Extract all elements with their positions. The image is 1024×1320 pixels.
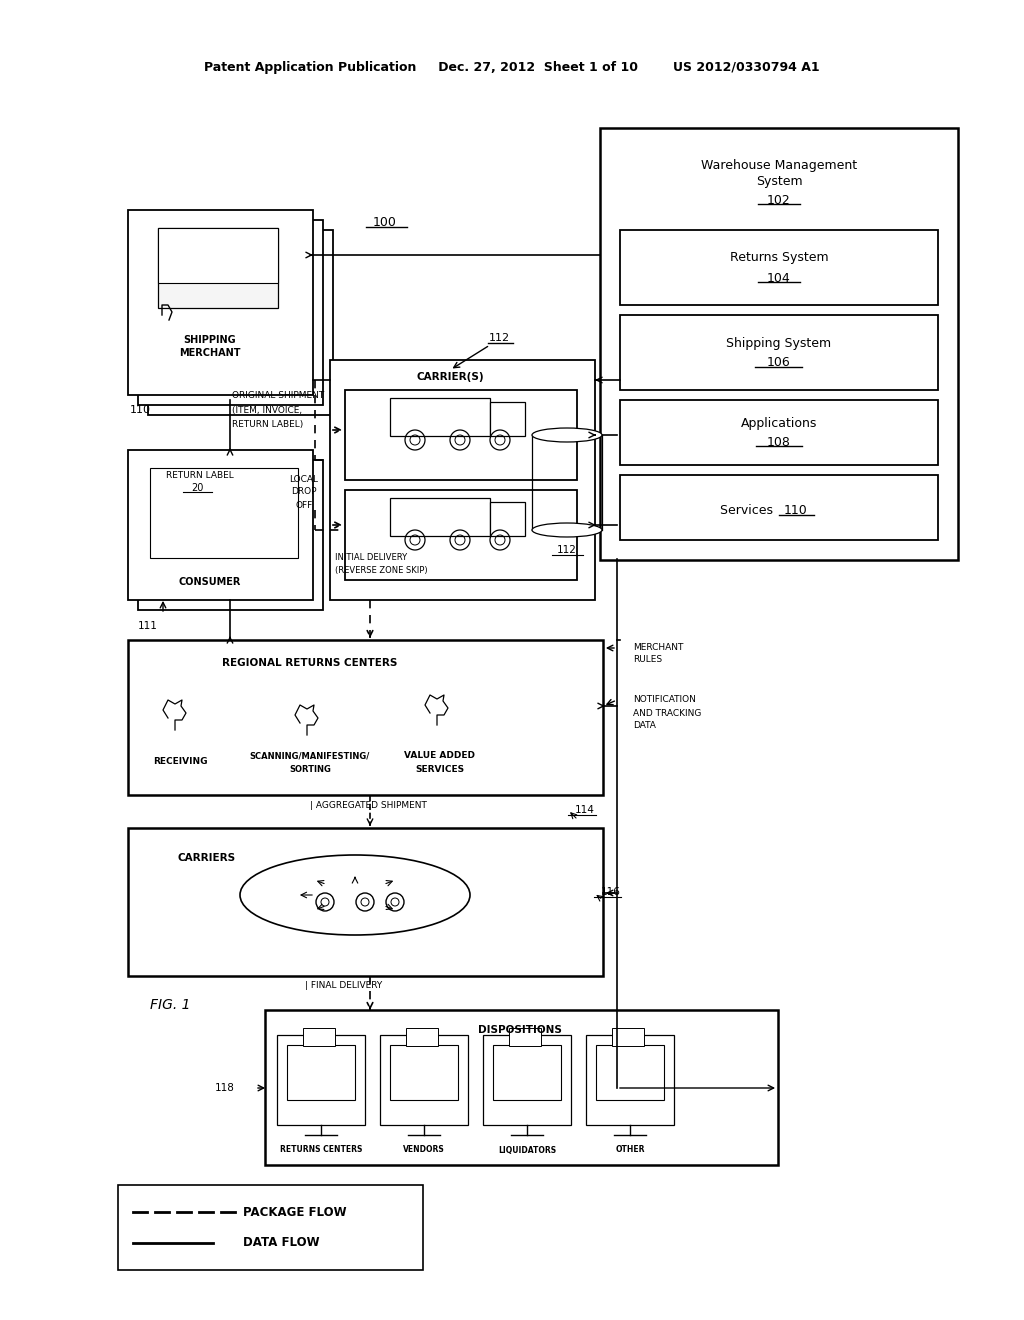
Text: LOCAL: LOCAL: [290, 474, 318, 483]
Text: AND TRACKING: AND TRACKING: [633, 709, 701, 718]
Text: 116: 116: [601, 887, 621, 898]
Text: SCANNING/MANIFESTING/: SCANNING/MANIFESTING/: [250, 751, 370, 760]
Text: Shipping System: Shipping System: [726, 337, 831, 350]
Bar: [620, 475, 938, 540]
Text: 108: 108: [767, 436, 791, 449]
Text: 110: 110: [784, 503, 808, 516]
Text: CARRIER(S): CARRIER(S): [416, 372, 483, 381]
Text: 20: 20: [190, 483, 203, 492]
Bar: [612, 1028, 644, 1045]
Text: PACKAGE FLOW: PACKAGE FLOW: [243, 1205, 347, 1218]
Text: DISPOSITIONS: DISPOSITIONS: [478, 1026, 562, 1035]
Bar: [150, 469, 298, 558]
Bar: [490, 502, 525, 536]
Text: Applications: Applications: [740, 417, 817, 430]
Bar: [287, 1045, 355, 1100]
Bar: [493, 1045, 561, 1100]
Text: System: System: [756, 176, 803, 189]
Bar: [406, 1028, 438, 1045]
Text: LIQUIDATORS: LIQUIDATORS: [498, 1146, 556, 1155]
Bar: [158, 228, 278, 308]
Text: Warehouse Management: Warehouse Management: [701, 158, 857, 172]
Text: DATA FLOW: DATA FLOW: [243, 1237, 319, 1250]
Text: Patent Application Publication     Dec. 27, 2012  Sheet 1 of 10        US 2012/0: Patent Application Publication Dec. 27, …: [204, 62, 820, 74]
Bar: [483, 1035, 571, 1125]
Bar: [380, 1035, 468, 1125]
Text: 102: 102: [767, 194, 791, 206]
Ellipse shape: [240, 855, 470, 935]
Text: ORIGINAL SHIPMENT: ORIGINAL SHIPMENT: [232, 391, 325, 400]
Text: FIG. 1: FIG. 1: [150, 998, 190, 1012]
Text: SHIPPING: SHIPPING: [183, 335, 237, 345]
Text: 118: 118: [215, 1082, 234, 1093]
Bar: [278, 1035, 365, 1125]
Bar: [128, 640, 603, 795]
Bar: [345, 490, 577, 579]
Text: SORTING: SORTING: [289, 766, 331, 775]
Text: 112: 112: [557, 545, 577, 554]
Bar: [490, 403, 525, 436]
Text: 111: 111: [138, 620, 158, 631]
Text: Services: Services: [721, 503, 777, 516]
Text: Returns System: Returns System: [730, 252, 828, 264]
Text: | FINAL DELIVERY: | FINAL DELIVERY: [305, 981, 382, 990]
Text: DATA: DATA: [633, 722, 656, 730]
Bar: [390, 1045, 458, 1100]
Ellipse shape: [532, 428, 602, 442]
Bar: [128, 210, 313, 395]
Bar: [509, 1028, 541, 1045]
Text: REGIONAL RETURNS CENTERS: REGIONAL RETURNS CENTERS: [222, 657, 397, 668]
Text: RETURNS CENTERS: RETURNS CENTERS: [280, 1146, 362, 1155]
Bar: [390, 399, 490, 436]
Bar: [138, 220, 323, 405]
Text: 112: 112: [488, 333, 510, 343]
Bar: [148, 230, 333, 414]
Bar: [345, 389, 577, 480]
Text: SERVICES: SERVICES: [416, 766, 465, 775]
Text: 106: 106: [767, 356, 791, 370]
Bar: [596, 1045, 664, 1100]
Text: 104: 104: [767, 272, 791, 285]
Text: | AGGREGATED SHIPMENT: | AGGREGATED SHIPMENT: [310, 800, 427, 809]
Bar: [620, 315, 938, 389]
Text: OTHER: OTHER: [615, 1146, 645, 1155]
Bar: [586, 1035, 674, 1125]
Text: NOTIFICATION: NOTIFICATION: [633, 696, 696, 705]
Text: RETURN LABEL: RETURN LABEL: [166, 470, 233, 479]
Text: INITIAL DELIVERY: INITIAL DELIVERY: [335, 553, 408, 562]
Text: VENDORS: VENDORS: [403, 1146, 444, 1155]
Bar: [330, 360, 595, 601]
Bar: [620, 230, 938, 305]
Bar: [128, 828, 603, 975]
Bar: [620, 400, 938, 465]
Text: RULES: RULES: [633, 656, 663, 664]
Text: (REVERSE ZONE SKIP): (REVERSE ZONE SKIP): [335, 565, 428, 574]
Text: 100: 100: [373, 215, 397, 228]
Bar: [158, 228, 278, 282]
Text: CARRIERS: CARRIERS: [178, 853, 237, 863]
Ellipse shape: [532, 523, 602, 537]
Text: CONSUMER: CONSUMER: [179, 577, 242, 587]
Bar: [128, 450, 313, 601]
Text: (ITEM, INVOICE,: (ITEM, INVOICE,: [232, 405, 302, 414]
Text: 110: 110: [129, 405, 151, 414]
Bar: [138, 459, 323, 610]
Bar: [265, 1010, 778, 1166]
Text: RETURN LABEL): RETURN LABEL): [232, 421, 303, 429]
Text: 114: 114: [575, 805, 595, 814]
Bar: [390, 498, 490, 536]
Text: MERCHANT: MERCHANT: [633, 644, 683, 652]
Bar: [303, 1028, 335, 1045]
Bar: [300, 867, 388, 899]
Text: VALUE ADDED: VALUE ADDED: [404, 751, 475, 760]
Bar: [118, 1185, 423, 1270]
Text: MERCHANT: MERCHANT: [179, 348, 241, 358]
Text: RECEIVING: RECEIVING: [153, 758, 207, 767]
Text: DROP: DROP: [291, 487, 316, 496]
Text: OFF: OFF: [295, 500, 312, 510]
Bar: [600, 128, 958, 560]
Bar: [388, 871, 418, 899]
